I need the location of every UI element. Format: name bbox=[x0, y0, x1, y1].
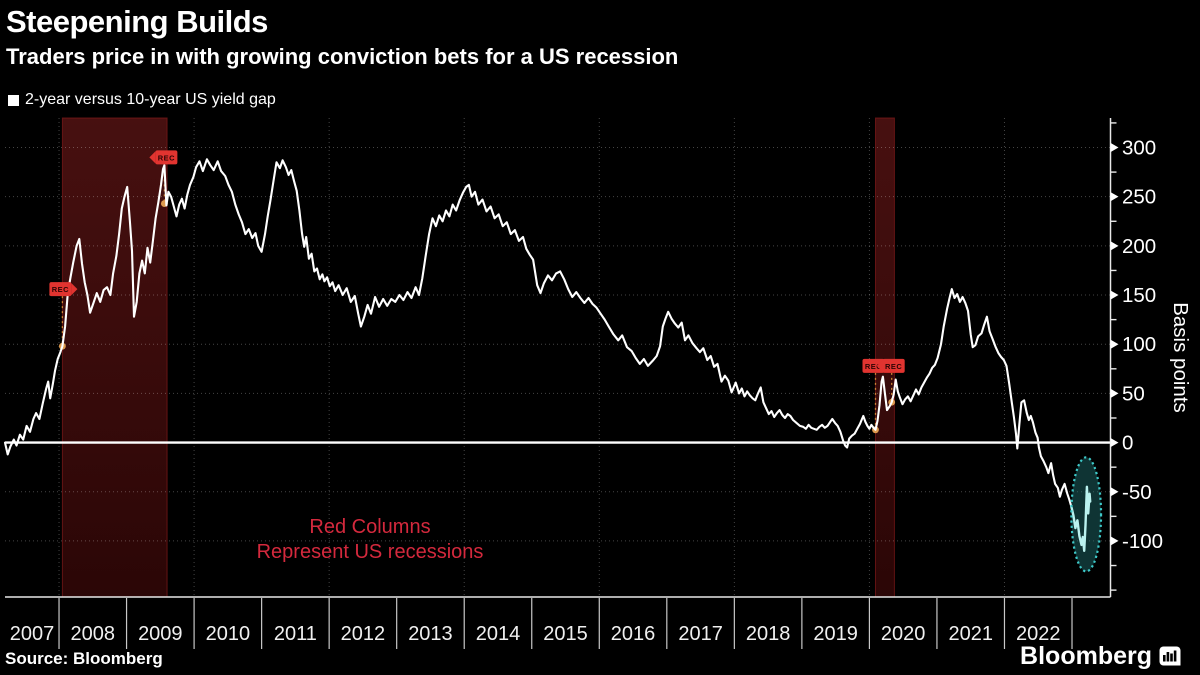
bloomberg-wordmark: Bloomberg bbox=[1020, 642, 1152, 670]
rec-badge bbox=[862, 358, 885, 373]
rec-badge bbox=[882, 358, 905, 373]
page-title: Steepening Builds bbox=[6, 4, 268, 39]
recession-band bbox=[61, 117, 168, 598]
recession-note-line2: Represent US recessions bbox=[256, 540, 484, 563]
y-axis-tick-label: 50 bbox=[1122, 382, 1145, 405]
y-axis-tick-label: 100 bbox=[1122, 333, 1156, 356]
y-axis-major-tick bbox=[1110, 487, 1119, 497]
y-axis-major-tick bbox=[1110, 388, 1119, 399]
year-label: 2016 bbox=[611, 623, 656, 645]
rec-badge-pointer bbox=[71, 283, 78, 296]
year-label: 2010 bbox=[206, 623, 251, 645]
rec-badge bbox=[49, 282, 72, 297]
bloomberg-terminal-icon bbox=[1159, 646, 1181, 666]
year-label: 2015 bbox=[543, 623, 588, 645]
y-axis-title: Basis points bbox=[1169, 302, 1192, 413]
y-axis-tick-label: 200 bbox=[1122, 235, 1156, 258]
y-axis-tick-label: 300 bbox=[1122, 137, 1156, 160]
y-axis-major-tick bbox=[1110, 437, 1119, 448]
year-label: 2013 bbox=[408, 623, 453, 645]
y-axis-major-tick bbox=[1110, 536, 1119, 546]
year-label: 2007 bbox=[10, 623, 55, 645]
y-axis-major-tick bbox=[1110, 241, 1119, 251]
rec-badge-label: REC bbox=[885, 362, 902, 371]
y-axis-major-tick bbox=[1110, 339, 1119, 349]
year-label: 2020 bbox=[881, 623, 926, 645]
rec-badge bbox=[155, 150, 178, 165]
rec-badge-pointer bbox=[876, 359, 883, 372]
y-axis-tick-label: 250 bbox=[1122, 186, 1156, 209]
rec-badge-label: REC bbox=[158, 153, 175, 162]
legend: 2-year versus 10-year US yield gap bbox=[8, 91, 276, 109]
year-label: 2009 bbox=[138, 623, 183, 645]
year-label: 2014 bbox=[476, 623, 521, 645]
chart-subtitle: Traders price in with growing conviction… bbox=[6, 44, 679, 69]
highlight-ellipse-border bbox=[1070, 456, 1103, 573]
year-label: 2017 bbox=[678, 623, 723, 645]
y-axis-tick-label: 0 bbox=[1122, 432, 1133, 455]
year-label: 2012 bbox=[341, 623, 386, 645]
legend-label: 2-year versus 10-year US yield gap bbox=[25, 91, 276, 108]
year-label: 2018 bbox=[746, 623, 791, 645]
year-label: 2008 bbox=[71, 623, 116, 645]
y-axis-major-tick bbox=[1110, 290, 1119, 300]
rec-badge-label: REC bbox=[865, 362, 882, 371]
year-label: 2019 bbox=[813, 623, 858, 645]
recession-note: Red Columns Represent US recessions bbox=[250, 515, 490, 564]
rec-badge-label: REC bbox=[52, 285, 69, 294]
year-label: 2011 bbox=[274, 623, 317, 645]
yield-gap-line bbox=[3, 158, 1073, 508]
y-axis-major-tick bbox=[1110, 192, 1119, 202]
recession-note-line1: Red Columns bbox=[309, 516, 431, 538]
year-label: 2022 bbox=[1016, 623, 1061, 645]
y-axis-major-tick bbox=[1110, 142, 1119, 153]
y-axis-tick-label: -100 bbox=[1122, 530, 1163, 553]
bloomberg-logo: Bloomberg bbox=[1020, 642, 1182, 671]
source-label: Source: Bloomberg bbox=[5, 649, 163, 668]
year-label: 2021 bbox=[948, 623, 993, 645]
y-axis-tick-label: 150 bbox=[1122, 284, 1156, 307]
legend-swatch bbox=[8, 94, 19, 106]
recent-yield-line bbox=[1070, 485, 1092, 552]
y-axis-tick-label: -50 bbox=[1122, 481, 1152, 504]
rec-badge-pointer bbox=[149, 151, 156, 164]
recession-band bbox=[874, 117, 895, 598]
